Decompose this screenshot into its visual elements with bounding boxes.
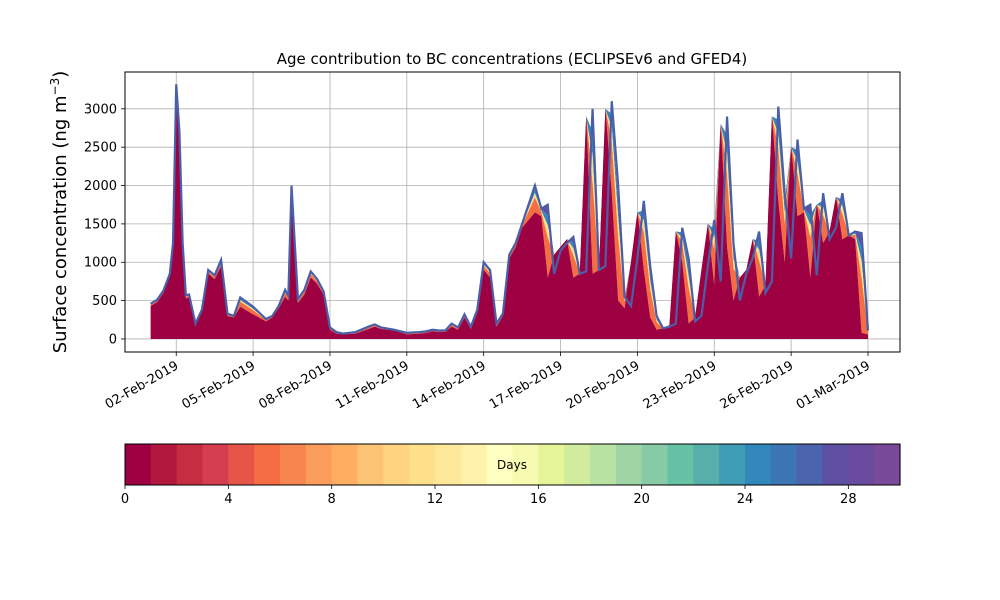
colorbar-label: Days [497,458,527,472]
colorbar-cell [383,444,410,485]
colorbar-cell [305,444,333,485]
colorbar-tick-label: 28 [840,492,857,507]
y-axis-label-superscript: −3 [48,78,62,96]
total-concentration-line [150,84,870,335]
colorbar-cell [409,444,436,485]
colorbar-frame [124,443,901,486]
colorbar-cell [357,444,384,485]
colorbar-ticks: 0 4 8 12 16 20 24 28 [121,485,857,507]
colorbar-cell [331,444,359,485]
colorbar-cell [822,444,849,485]
colorbar: Days 0 4 8 12 16 20 24 28 [121,443,901,507]
colorbar-cell [719,444,746,485]
colorbar-cells [125,444,901,485]
colorbar-tick-label: 12 [427,492,444,507]
y-tick-label: 1000 [84,256,117,271]
colorbar-cell [693,444,720,485]
colorbar-tick-label: 16 [530,492,547,507]
y-axis-label: Surface concentration (ng m−3) [48,71,71,354]
age-band-blue [150,85,868,334]
plot-frame [124,71,901,353]
colorbar-cell [848,444,875,485]
y-tick-label: 2500 [84,141,117,156]
y-tick-label: 2000 [84,179,117,194]
colorbar-cell [254,444,281,485]
colorbar-cell [202,444,229,485]
colorbar-cell [125,444,152,485]
y-axis-label-close: ) [50,71,71,78]
colorbar-cell [745,444,772,485]
colorbar-cell [538,444,565,485]
colorbar-cell [590,444,617,485]
colorbar-cell [641,444,669,485]
colorbar-tick-label: 20 [633,492,650,507]
chart-title: Age contribution to BC concentrations (E… [277,50,748,68]
y-tick-label: 500 [92,294,117,309]
y-tick-label: 1500 [84,217,117,232]
colorbar-cell [564,444,591,485]
colorbar-cell [228,444,255,485]
age-band-day0 [150,93,868,339]
colorbar-tick-label: 24 [737,492,754,507]
colorbar-cell [486,444,514,485]
colorbar-cell [615,444,643,485]
colorbar-cell [435,444,462,485]
colorbar-tick-label: 8 [328,492,336,507]
colorbar-cell [796,444,824,485]
colorbar-cell [176,444,204,485]
colorbar-cell [150,444,178,485]
colorbar-cell [460,444,488,485]
colorbar-cell [770,444,798,485]
colorbar-cell [512,444,539,485]
y-tick-label: 3000 [84,102,117,117]
y-tick-label: 0 [109,332,117,347]
colorbar-cell [874,444,901,485]
colorbar-cell [280,444,307,485]
colorbar-tick-label: 4 [224,492,232,507]
area-layer [150,84,870,339]
colorbar-tick-label: 0 [121,492,129,507]
colorbar-cell [667,444,694,485]
y-axis-label-main: Surface concentration (ng m [50,95,71,353]
